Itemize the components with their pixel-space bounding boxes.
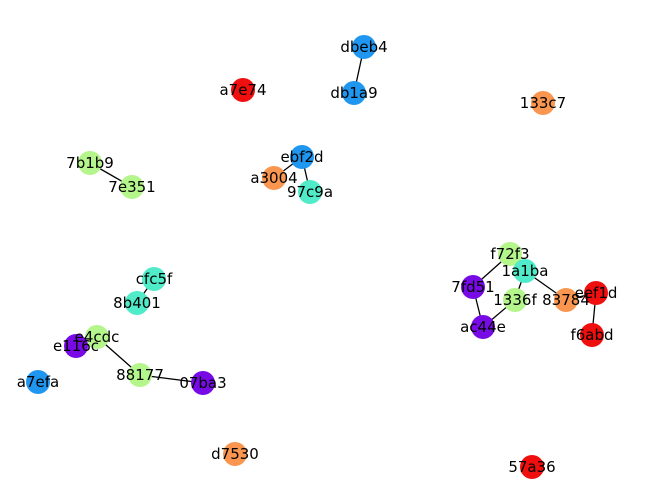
node-label-db1a9: db1a9 <box>330 84 377 102</box>
node-e4cdc <box>85 325 109 349</box>
node-97c9a <box>298 180 322 204</box>
node-e116c <box>64 334 88 358</box>
node-label-dbeb4: dbeb4 <box>340 38 387 56</box>
node-1336f <box>503 288 527 312</box>
node-label-e116c: e116c <box>53 337 99 355</box>
node-f6abd <box>580 323 604 347</box>
node-label-7b1b9: 7b1b9 <box>66 154 114 172</box>
node-label-7fd51: 7fd51 <box>451 278 494 296</box>
node-label-e4cdc: e4cdc <box>75 328 120 346</box>
node-7fd51 <box>461 275 485 299</box>
node-83784 <box>554 288 578 312</box>
node-a7efa <box>26 370 50 394</box>
node-label-ebf2d: ebf2d <box>280 148 323 166</box>
node-ac44e <box>471 315 495 339</box>
node-label-a7efa: a7efa <box>17 373 59 391</box>
node-7e351 <box>120 175 144 199</box>
node-label-07ba3: 07ba3 <box>179 374 226 392</box>
node-label-a7e74: a7e74 <box>219 81 266 99</box>
node-label-8b401: 8b401 <box>113 294 161 312</box>
node-d7530 <box>223 442 247 466</box>
node-label-97c9a: 97c9a <box>287 183 333 201</box>
node-label-1336f: 1336f <box>493 291 537 309</box>
node-a7e74 <box>231 78 255 102</box>
node-label-f72f3: f72f3 <box>490 245 529 263</box>
node-1a1ba <box>513 259 537 283</box>
node-133c7 <box>531 91 555 115</box>
node-cfc5f <box>142 267 166 291</box>
node-ebf2d <box>290 145 314 169</box>
node-eef1d <box>584 281 608 305</box>
node-label-cfc5f: cfc5f <box>136 270 173 288</box>
node-label-83784: 83784 <box>542 291 590 309</box>
node-label-88177: 88177 <box>116 366 164 384</box>
node-88177 <box>128 363 152 387</box>
node-07ba3 <box>191 371 215 395</box>
node-label-133c7: 133c7 <box>520 94 566 112</box>
node-label-d7530: d7530 <box>211 445 259 463</box>
node-8b401 <box>125 291 149 315</box>
nodes-layer <box>26 35 608 479</box>
node-a3004 <box>262 166 286 190</box>
node-label-1a1ba: 1a1ba <box>502 262 549 280</box>
node-label-ac44e: ac44e <box>460 318 506 336</box>
node-57a36 <box>520 455 544 479</box>
node-7b1b9 <box>78 151 102 175</box>
node-label-57a36: 57a36 <box>508 458 555 476</box>
node-dbeb4 <box>352 35 376 59</box>
node-label-a3004: a3004 <box>250 169 297 187</box>
node-db1a9 <box>342 81 366 105</box>
node-f72f3 <box>498 242 522 266</box>
node-label-7e351: 7e351 <box>108 178 155 196</box>
node-label-eef1d: eef1d <box>575 284 618 302</box>
node-label-f6abd: f6abd <box>570 326 613 344</box>
